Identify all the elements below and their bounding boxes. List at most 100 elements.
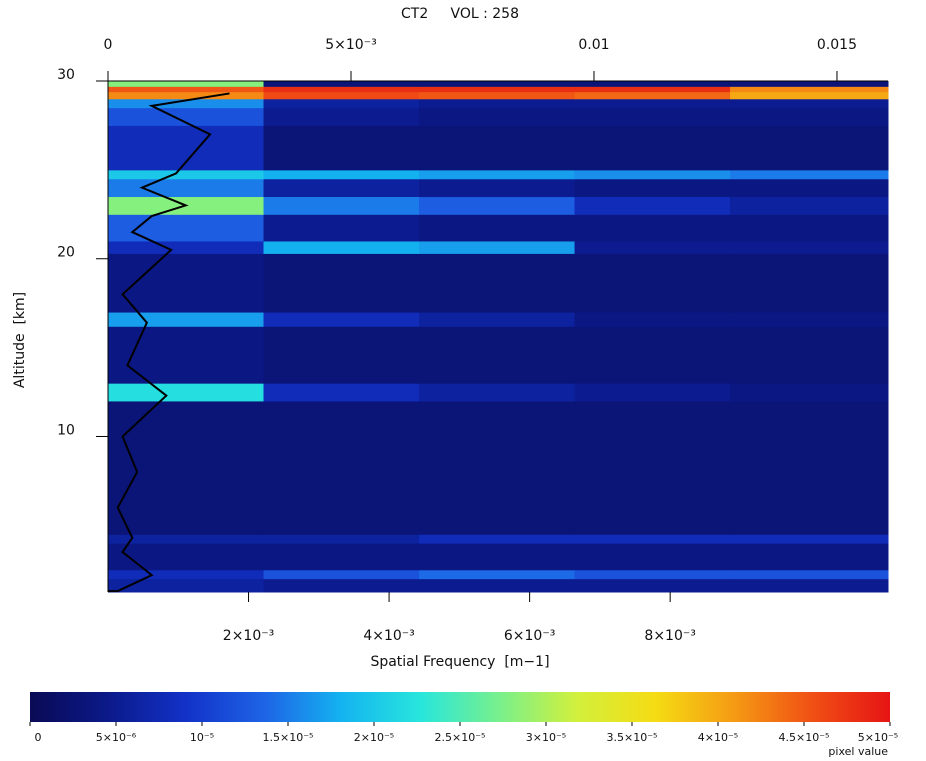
x-axis-label: Spatial Frequency [m−1] [370,654,549,670]
colorbar-tick-label: 3.5×10⁻⁵ [607,731,658,744]
x-tick-label: 5×10⁻³ [325,37,376,53]
heatmap-cell [419,125,576,171]
heatmap-cell [263,543,420,571]
heatmap-cell [419,196,576,215]
x-tick-label: 0 [104,37,113,53]
heatmap-cell [574,253,731,313]
heatmap-cell [730,240,889,254]
heatmap-cell [574,81,731,87]
colorbar-label: pixel value [828,745,888,758]
heatmap-cell [263,169,420,180]
heatmap-cell [574,86,731,93]
heatmap-cell [419,326,576,384]
heatmap-cell [108,578,265,593]
heatmap-cell [419,543,576,571]
colorbar-tick-label: 2.5×10⁻⁵ [435,731,486,744]
heatmap-cell [419,81,576,87]
heatmap-cell [263,383,420,402]
colorbar-tick-label: 5×10⁻⁵ [858,731,898,744]
y-axis-label: Altitude [km] [12,292,28,388]
heatmap-cell [574,240,731,254]
heatmap-cell [574,169,731,180]
heatmap-cell [574,107,731,126]
heatmap-cell [730,91,889,100]
heatmap-cell [108,107,265,126]
heatmap-cell [574,326,731,384]
y-tick-label: 20 [57,245,75,261]
heatmap-cell [263,253,420,313]
heatmap-cell [574,196,731,215]
heatmap-cell [419,312,576,327]
heatmap-cell [574,383,731,402]
heatmap-cell [574,214,731,242]
heatmap-cell [108,86,265,93]
y-tick-label: 30 [57,67,75,83]
heatmap-cell [108,91,265,100]
heatmap-cell [574,312,731,327]
heatmap-cell [108,169,265,180]
x2-tick-label: 6×10⁻³ [504,628,555,644]
colorbar-tick-label: 5×10⁻⁶ [96,731,137,744]
colorbar-tick-label: 4.5×10⁻⁵ [779,731,830,744]
heatmap-cell [730,543,889,571]
x2-tick-label: 8×10⁻³ [644,628,695,644]
heatmap-cell [263,214,420,242]
heatmap-cell [419,214,576,242]
heatmap-cell [108,326,265,384]
heatmap-cell [263,86,420,93]
heatmap-cell [730,312,889,327]
heatmap-cell [419,578,576,593]
heatmap-cell [730,569,889,580]
heatmap-cell [730,383,889,402]
colorbar-tick-label: 1.5×10⁻⁵ [263,731,314,744]
heatmap-cell [419,569,576,580]
heatmap-cell [263,569,420,580]
chart-title: CT2 VOL : 258 [401,6,519,22]
heatmap-cell [108,178,265,198]
heatmap-cell [419,240,576,254]
heatmap-cell [574,125,731,171]
heatmap-cell [730,253,889,313]
heatmap-cell [108,240,265,254]
heatmap-cell [263,312,420,327]
colorbar-tick-label: 2×10⁻⁵ [354,731,394,744]
heatmap-cell [108,383,265,402]
heatmap-cell [263,196,420,215]
heatmap-cell [730,578,889,593]
heatmap-cell [263,534,420,544]
x-tick-label: 0.01 [578,37,609,53]
heatmap-cell [419,86,576,93]
x2-tick-label: 2×10⁻³ [223,628,274,644]
heatmap-cell [574,400,731,535]
heatmap-cell [263,578,420,593]
heatmap-cell [263,91,420,100]
heatmap-cell [108,569,265,580]
heatmap-cell [108,543,265,571]
heatmap-cell [419,91,576,100]
colorbar-tick-label: 10⁻⁵ [190,731,214,744]
heatmap-cell [574,569,731,580]
heatmap-cell [730,98,889,109]
heatmap-cell [730,534,889,544]
heatmap-cell [108,534,265,544]
heatmap-cell [263,178,420,198]
heatmap-cell [419,107,576,126]
heatmap-cell [108,125,265,171]
heatmap-cell [730,125,889,171]
heatmap-cell [419,178,576,198]
heatmap-cell [574,98,731,109]
heatmap-cell [419,98,576,109]
heatmap-cell [730,214,889,242]
heatmap-cell [108,312,265,327]
y-tick-label: 10 [57,422,75,438]
heatmap-cell [108,81,265,87]
x-tick-label: 0.015 [817,37,857,53]
heatmap-cell [730,326,889,384]
heatmap-cell [263,240,420,254]
heatmap-cell [574,578,731,593]
heatmap-cell [263,81,420,87]
colorbar [30,692,890,722]
heatmap-cell [730,81,889,87]
heatmap-cell [730,400,889,535]
